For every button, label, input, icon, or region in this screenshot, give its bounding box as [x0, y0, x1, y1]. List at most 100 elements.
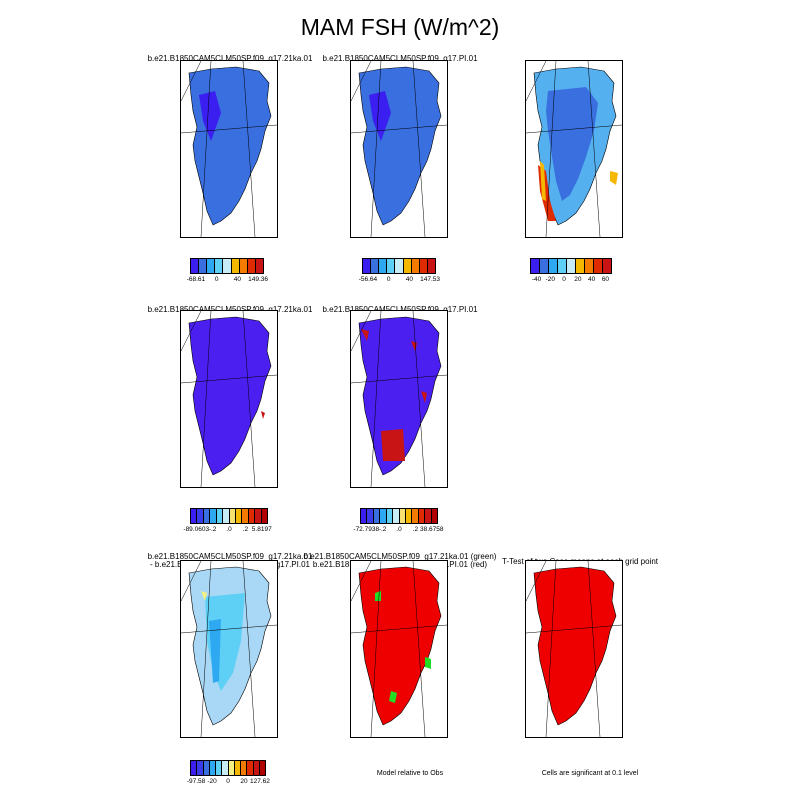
graticule-line: [545, 61, 557, 237]
colorbar-tick-label: -.2: [378, 526, 387, 533]
greenland-land: [188, 66, 272, 226]
interior-region: [546, 87, 598, 201]
graticule-line: [181, 374, 277, 384]
graticule-line: [412, 561, 426, 737]
colorbar-tick-label: .0: [226, 526, 232, 533]
colorbar-tick-label: .0: [396, 526, 402, 533]
colorbar-swatch: [567, 259, 576, 273]
graticule-line: [351, 374, 447, 384]
colorbar-tick-label: 5.8197: [251, 526, 272, 533]
colorbar-swatch: [531, 259, 540, 273]
map-panel-1: [180, 60, 278, 238]
colorbar-swatch: [231, 259, 240, 273]
map-anomaly-region: [381, 429, 405, 461]
colorbar-swatch: [234, 761, 241, 775]
colorbar-swatch: [361, 509, 368, 523]
map-anomaly-region: [369, 91, 391, 141]
colorbar-labels: -40 -20 0 20 40 60: [530, 276, 612, 286]
colorbar-swatch: [418, 509, 426, 523]
map-panel-4: [180, 310, 278, 488]
map-anomaly-region: [425, 657, 431, 669]
colorbar-swatch: [253, 761, 260, 775]
colorbar-tick-label: -20: [545, 276, 556, 283]
note-model-relative: Model relative to Obs: [376, 770, 444, 777]
colorbar-swatch: [585, 259, 594, 273]
colorbar-tick-label: 40: [233, 276, 241, 283]
colorbar-boxes: [362, 258, 436, 274]
map-anomaly-region: [421, 391, 427, 403]
colorbar-swatch: [215, 259, 224, 273]
colorbar-swatch: [594, 259, 603, 273]
colorbar-swatch: [255, 509, 262, 523]
colorbar-labels: -68.61 0 40 149.36: [186, 276, 268, 286]
colorbar-2: -56.64 0 40 147.53: [359, 258, 440, 286]
colorbar-3: -40 -20 0 20 40 60: [530, 258, 612, 286]
colorbar-tick-label: 149.36: [248, 276, 269, 283]
graticule-line: [412, 61, 426, 237]
graticule-line: [181, 561, 202, 602]
colorbar-6: -97.58 -20 0 20 127.62: [186, 760, 270, 788]
colorbar-labels: -97.58 -20 0 20 127.62: [186, 778, 270, 788]
colorbar-swatch: [540, 259, 549, 273]
colorbar-swatch: [431, 509, 438, 523]
colorbar-tick-label: 0: [226, 778, 230, 785]
colorbar-swatch: [216, 761, 223, 775]
colorbar-swatch: [247, 761, 254, 775]
colorbar-swatch: [395, 259, 404, 273]
colorbar-tick-label: -68.61: [186, 276, 206, 283]
graticule-line: [587, 61, 601, 237]
colorbar-tick-label: 0: [562, 276, 566, 283]
colorbar-4: -89.0603 -.2 .0 .2 5.8197: [183, 508, 272, 536]
graticule-line: [370, 61, 382, 237]
greenland-land: [358, 316, 442, 476]
colorbar-swatch: [367, 509, 374, 523]
graticule-line: [526, 124, 622, 134]
colorbar-swatch: [210, 509, 217, 523]
colorbar-labels: -56.64 0 40 147.53: [359, 276, 440, 286]
colorbar-boxes: [190, 508, 268, 524]
colorbar-swatch: [207, 259, 216, 273]
colorbar-tick-label: .2: [412, 526, 419, 533]
colorbar-swatch: [191, 259, 200, 273]
colorbar-labels: -89.0603 -.2 .0 .2 5.8197: [183, 526, 271, 536]
colorbar-tick-label: -97.58: [186, 778, 206, 785]
colorbar-swatch: [419, 259, 428, 273]
graticule-line: [370, 311, 382, 487]
colorbar-swatch: [403, 259, 412, 273]
colorbar-tick-label: -89.0603: [183, 526, 210, 533]
colorbar-swatch: [222, 761, 229, 775]
graticule-line: [351, 61, 372, 102]
colorbar-swatch: [399, 509, 406, 523]
colorbar-swatch: [197, 509, 204, 523]
graticule-line: [351, 311, 372, 352]
colorbar-swatch: [259, 761, 265, 775]
colorbar-tick-label: 0: [386, 276, 391, 283]
colorbar-tick-label: -40: [531, 276, 542, 283]
map-anomaly-region: [361, 329, 369, 341]
map-panel-6: [180, 560, 278, 738]
graticule-line: [200, 61, 212, 237]
colorbar-swatch: [191, 761, 198, 775]
colorbar-swatch: [363, 259, 372, 273]
greenland-land: [188, 316, 272, 476]
graticule-line: [181, 124, 277, 134]
colorbar-swatch: [247, 259, 256, 273]
colorbar-swatch: [216, 509, 224, 523]
colorbar-5: -72.7938 -.2 .0 .2 38.6758: [353, 508, 444, 536]
colorbar-swatch: [427, 259, 435, 273]
map-anomaly-region: [199, 91, 221, 141]
colorbar-swatch: [191, 509, 198, 523]
colorbar-swatch: [411, 259, 420, 273]
graticule-line: [242, 61, 256, 237]
map-panel-7: [350, 560, 448, 738]
colorbar-tick-label: 40: [588, 276, 596, 283]
graticule-line: [412, 311, 426, 487]
colorbar-swatch: [197, 761, 204, 775]
graticule-line: [181, 624, 277, 634]
colorbar-swatch: [371, 259, 380, 273]
graticule-line: [526, 61, 547, 102]
graticule-line: [242, 561, 256, 737]
colorbar-tick-label: -20: [207, 778, 217, 785]
colorbar-swatch: [209, 761, 216, 775]
map-anomaly-region: [540, 161, 546, 201]
